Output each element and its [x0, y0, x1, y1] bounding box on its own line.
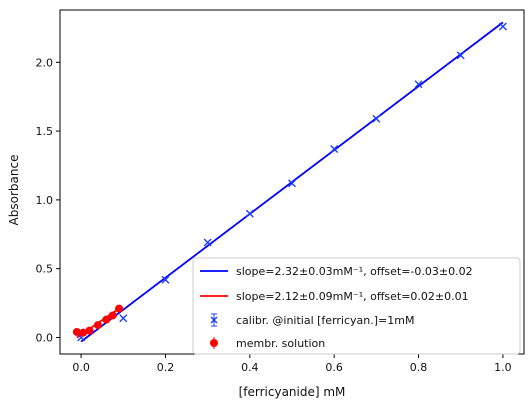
membrane-point	[79, 328, 88, 337]
legend-label: slope=2.32±0.03mM⁻¹, offset=-0.03±0.02	[236, 265, 473, 278]
legend-entry: membr. solution	[210, 337, 325, 350]
membrane-point	[72, 327, 81, 336]
x-tick-label: 0.6	[325, 361, 343, 374]
membrane-point	[115, 304, 124, 313]
calibration-point	[498, 22, 507, 31]
calibration-point	[119, 314, 128, 323]
calibration-point	[203, 238, 212, 247]
membrane-point	[85, 326, 94, 335]
x-axis-label: [ferricyanide] mM	[239, 385, 346, 399]
y-axis-label: Absorbance	[7, 155, 21, 226]
legend-marker-stroke	[210, 316, 218, 324]
y-tick-label: 0.0	[36, 331, 54, 344]
legend-entry: calibr. @initial [ferricyan.]=1mM	[210, 313, 414, 327]
marker-stroke	[414, 80, 423, 89]
legend-box	[192, 257, 521, 355]
calibration-point	[288, 179, 296, 188]
calibration-point	[245, 209, 254, 218]
calibration-point	[414, 80, 423, 89]
legend-entry: slope=2.32±0.03mM⁻¹, offset=-0.03±0.02	[200, 265, 473, 278]
marker-stroke	[456, 51, 465, 60]
legend: slope=2.32±0.03mM⁻¹, offset=-0.03±0.02 sl…	[192, 257, 521, 355]
membrane-point	[102, 315, 111, 324]
legend-label: membr. solution	[236, 337, 325, 350]
y-tick-label: 2.0	[36, 56, 54, 69]
x-tick-label: 0.0	[72, 361, 90, 374]
x-tick-label: 0.4	[241, 361, 259, 374]
calibration-point	[161, 275, 170, 284]
marker-stroke	[288, 179, 296, 188]
calibration-point	[456, 51, 465, 60]
calibration-point	[330, 144, 339, 153]
legend-entry: slope=2.12±0.09mM⁻¹, offset=0.02±0.01	[200, 290, 469, 303]
legend-dot	[210, 339, 218, 347]
fit-line	[80, 21, 504, 343]
marker-stroke	[498, 22, 507, 31]
marker-stroke	[161, 275, 170, 284]
y-tick-label: 0.5	[36, 263, 54, 276]
x-tick-label: 0.2	[157, 361, 175, 374]
plot-area: 0.0 0.2 0.4 0.6 0.8 1.0 0.0 0.5 1.0 1.5 2.0	[36, 9, 525, 374]
marker-stroke	[245, 209, 254, 218]
marker-stroke	[330, 144, 339, 153]
x-tick-label: 0.8	[410, 361, 428, 374]
marker-stroke	[119, 314, 128, 323]
calibration-point	[372, 114, 381, 123]
legend-label: slope=2.12±0.09mM⁻¹, offset=0.02±0.01	[236, 290, 469, 303]
y-tick-label: 1.0	[36, 194, 54, 207]
legend-label: calibr. @initial [ferricyan.]=1mM	[236, 314, 414, 327]
membrane-point	[108, 311, 117, 320]
marker-stroke	[203, 238, 212, 247]
y-tick-label: 1.5	[36, 125, 54, 138]
membrane-point	[93, 321, 102, 330]
x-tick-label: 1.0	[494, 361, 512, 374]
marker-stroke	[372, 114, 381, 123]
